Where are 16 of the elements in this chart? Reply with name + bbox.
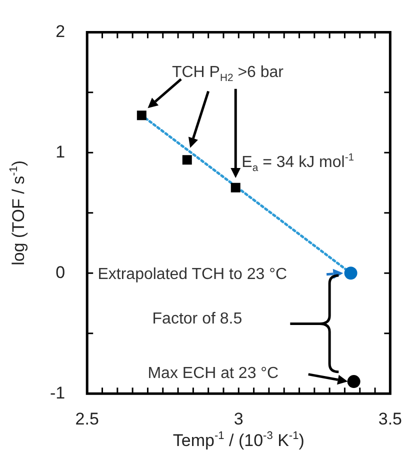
x-tick-label: 3 bbox=[234, 409, 244, 428]
y-tick-label: 2 bbox=[56, 22, 66, 41]
point bbox=[230, 182, 240, 192]
x-tick-label: 2.5 bbox=[75, 409, 99, 428]
annotation: Max ECH at 23 °C bbox=[148, 364, 279, 382]
annotation: Factor of 8.5 bbox=[152, 310, 242, 328]
point bbox=[182, 155, 192, 165]
y-tick-label: 1 bbox=[56, 142, 66, 162]
y-tick-label: -1 bbox=[50, 383, 66, 402]
x-tick-label: 3.5 bbox=[378, 409, 402, 428]
point bbox=[136, 110, 146, 120]
y-tick-label: 0 bbox=[56, 262, 66, 282]
y-axis-title: log (TOF / s-1) bbox=[8, 160, 28, 266]
annotation: Extrapolated TCH to 23 °C bbox=[98, 266, 288, 284]
point bbox=[347, 375, 360, 388]
point bbox=[344, 266, 358, 280]
